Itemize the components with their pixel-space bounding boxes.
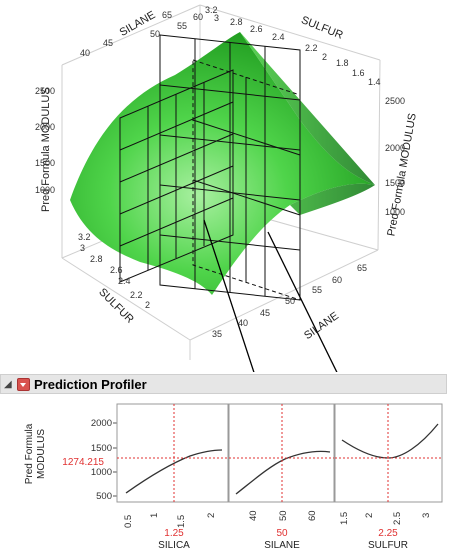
silane-tick-2: 60 <box>307 510 318 521</box>
tick-top-sulfur-8: 1.6 <box>352 68 365 78</box>
tick-bottom-silane-5: 40 <box>238 318 249 328</box>
tick-right-0: 2500 <box>385 96 406 106</box>
callout-arrows <box>203 219 338 372</box>
tick-top-silane-5: 65 <box>162 10 173 20</box>
tick-bottom-sulfur-3: 2.6 <box>110 265 123 275</box>
tick-left-3: 1000 <box>35 185 56 195</box>
profile-panel-sulfur[interactable] <box>334 403 443 503</box>
tick-bottom-silane-1: 60 <box>332 275 343 285</box>
tick-left-0: 2500 <box>35 86 56 96</box>
sulfur-tick-1: 2 <box>364 513 375 518</box>
tick-top-sulfur-1: 3 <box>214 13 220 23</box>
arrow-to-silane <box>203 219 255 372</box>
tick-top-silane-1: 45 <box>103 38 114 48</box>
red-triangle-menu-icon[interactable] <box>17 378 30 391</box>
disclosure-triangle-icon[interactable]: ◢ <box>4 379 12 390</box>
tick-bottom-sulfur-2: 2.8 <box>90 254 103 264</box>
tick-bottom-sulfur-6: 2 <box>145 300 151 310</box>
surface-svg <box>61 4 381 372</box>
sulfur-tick-2: 2.5 <box>392 512 403 525</box>
tick-bottom-silane-6: 35 <box>212 329 223 339</box>
y-tick-0: 2000 <box>91 418 112 429</box>
arrow-to-sulfur <box>267 231 338 372</box>
tick-right-3: 1000 <box>385 207 406 217</box>
tick-top-sulfur-2: 2.8 <box>230 17 243 27</box>
response-surface <box>70 32 375 295</box>
silane-tick-0: 40 <box>248 510 259 521</box>
axis-label-left: Pred Formula MODULUS <box>40 87 52 212</box>
tick-top-sulfur-7: 1.8 <box>336 58 349 68</box>
tick-top-sulfur-0: 3.2 <box>205 5 218 15</box>
tick-bottom-silane-4: 45 <box>260 308 271 318</box>
tick-top-sulfur-3: 2.6 <box>250 24 263 34</box>
tick-right-2: 1500 <box>385 178 406 188</box>
silica-factor-label: SILICA <box>158 540 190 550</box>
sulfur-tick-3: 3 <box>421 513 432 518</box>
sulfur-current-value[interactable]: 2.25 <box>378 528 398 539</box>
tick-left-2: 1500 <box>35 158 56 168</box>
tick-top-sulfur-6: 2 <box>322 52 328 62</box>
tick-right-1: 2000 <box>385 143 406 153</box>
tick-top-silane-2: 50 <box>150 29 161 39</box>
silane-factor-label: SILANE <box>264 540 300 550</box>
profiler-svg: Pred Formula MODULUS 1274.215 2000 1500 … <box>24 403 443 550</box>
y-axis-label-line1: Pred Formula <box>24 423 35 484</box>
tick-top-silane-0: 40 <box>80 48 91 58</box>
surface-plot[interactable]: Pred Formula MODULUS Pred Formula MODULU… <box>0 0 449 372</box>
y-axis-label-line2: MODULUS <box>36 429 47 479</box>
silica-tick-2: 1.5 <box>176 515 187 528</box>
silica-current-value[interactable]: 1.25 <box>164 528 184 539</box>
silica-tick-1: 1 <box>149 513 160 518</box>
grid-planes <box>119 34 301 301</box>
tick-bottom-sulfur-5: 2.2 <box>130 290 143 300</box>
prediction-profiler-header[interactable]: ◢ Prediction Profiler <box>0 374 447 394</box>
tick-bottom-sulfur-4: 2.4 <box>118 276 131 286</box>
tick-left-1: 2000 <box>35 122 56 132</box>
silane-current-value[interactable]: 50 <box>276 528 288 539</box>
sulfur-factor-label: SULFUR <box>368 540 408 550</box>
profiler-panels: Pred Formula MODULUS 1274.215 2000 1500 … <box>0 394 449 550</box>
tick-bottom-sulfur-0: 3.2 <box>78 232 91 242</box>
tick-bottom-silane-3: 50 <box>285 296 296 306</box>
tick-top-sulfur-5: 2.2 <box>305 43 318 53</box>
profile-panel-silica[interactable] <box>116 403 229 503</box>
tick-bottom-silane-2: 55 <box>312 285 323 295</box>
profile-panel-silane[interactable] <box>228 403 335 503</box>
y-tick-3: 500 <box>96 491 112 502</box>
y-tick-1: 1500 <box>91 443 112 454</box>
tick-bottom-silane-0: 65 <box>357 263 368 273</box>
silane-tick-1: 50 <box>278 510 289 521</box>
sulfur-tick-0: 1.5 <box>339 512 350 525</box>
y-tick-2: 1000 <box>91 467 112 478</box>
y-current-value: 1274.215 <box>62 457 104 468</box>
tick-top-silane-3: 55 <box>177 21 188 31</box>
silica-tick-0: 0.5 <box>123 515 134 528</box>
tick-top-silane-4: 60 <box>193 12 204 22</box>
tick-top-sulfur-9: 1.4 <box>368 77 381 87</box>
prediction-profiler-title: Prediction Profiler <box>34 377 147 392</box>
tick-top-sulfur-4: 2.4 <box>272 32 285 42</box>
silica-tick-3: 2 <box>206 513 217 518</box>
tick-bottom-sulfur-1: 3 <box>80 243 86 253</box>
